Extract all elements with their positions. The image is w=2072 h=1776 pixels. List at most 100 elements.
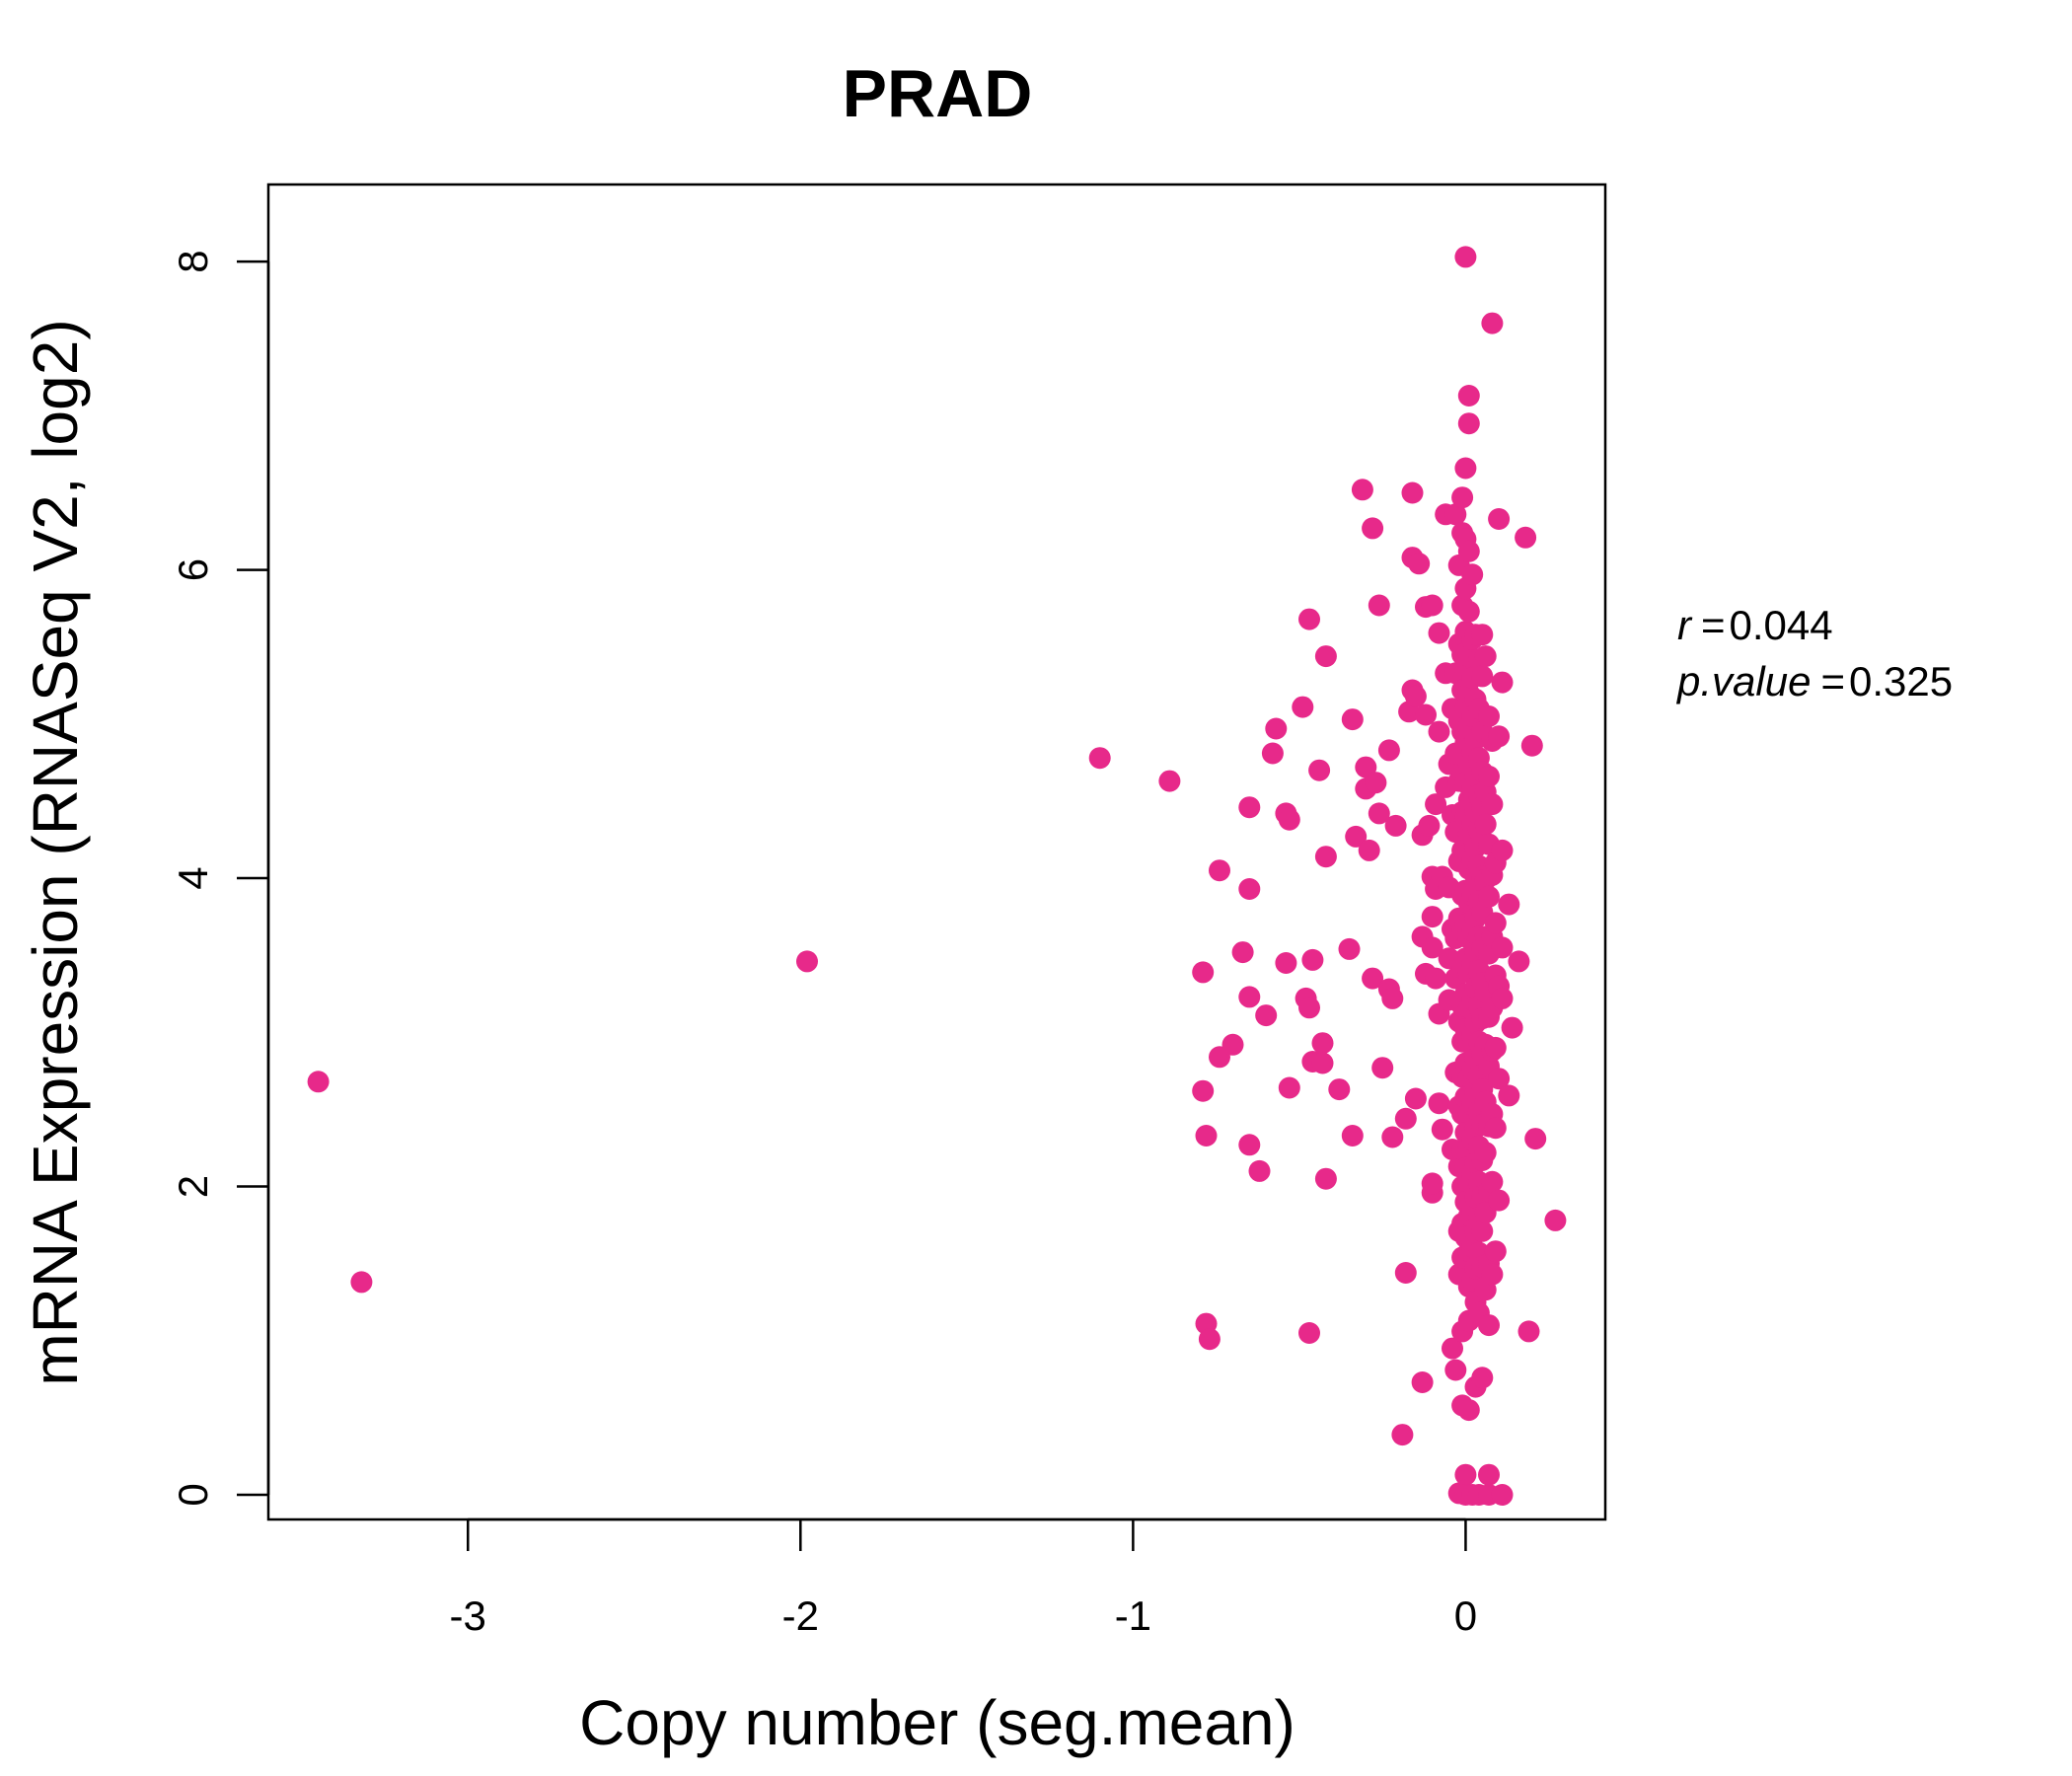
data-point [1484, 1240, 1507, 1263]
data-point [1221, 1033, 1244, 1056]
data-point [1428, 720, 1450, 743]
data-point [1474, 645, 1497, 668]
data-point [1238, 796, 1261, 819]
data-point [1275, 952, 1297, 974]
data-point [1314, 645, 1337, 668]
data-point [1362, 517, 1384, 540]
data-point [1311, 1032, 1334, 1055]
data-point [1508, 950, 1530, 973]
x-tick-label: -3 [450, 1592, 486, 1639]
data-point [1311, 1052, 1334, 1074]
r-label: r [1677, 602, 1693, 648]
data-point [1481, 793, 1504, 816]
data-point [1471, 1220, 1494, 1242]
data-point [1425, 793, 1447, 816]
data-point [1491, 987, 1514, 1009]
data-point [1515, 526, 1537, 549]
data-point [1471, 665, 1494, 688]
data-point [1238, 986, 1261, 1008]
data-point [1298, 608, 1320, 630]
y-tick-label: 4 [170, 866, 216, 889]
data-point [1088, 747, 1111, 770]
data-point [1265, 717, 1288, 740]
data-point [1384, 814, 1407, 837]
data-point [1444, 503, 1467, 526]
data-point [1362, 967, 1384, 990]
data-point [1498, 1084, 1520, 1107]
y-axis-label: mRNA Expression (RNASeq V2, log2) [20, 319, 91, 1385]
data-point [1481, 312, 1504, 334]
plot-frame [266, 183, 1607, 1521]
data-point [1501, 1016, 1523, 1039]
data-point [1488, 1189, 1511, 1212]
data-point [1478, 765, 1500, 787]
r-value: 0.044 [1730, 602, 1833, 648]
data-point [1454, 246, 1477, 268]
data-point [1454, 1463, 1477, 1486]
data-point [1488, 1068, 1511, 1090]
data-point [1404, 685, 1427, 707]
data-point [1491, 936, 1514, 959]
x-tick-label: -2 [782, 1592, 819, 1639]
data-point [1478, 1314, 1500, 1337]
data-point [1192, 1079, 1215, 1102]
data-point [1517, 1320, 1540, 1343]
data-points [307, 246, 1567, 1506]
data-point [1238, 1134, 1261, 1156]
data-point [1484, 912, 1507, 934]
data-point [307, 1071, 330, 1093]
data-point [1198, 1328, 1221, 1351]
data-point [1298, 1322, 1320, 1344]
data-point [1421, 1172, 1443, 1195]
data-point [1457, 600, 1480, 623]
data-point [1418, 814, 1441, 837]
data-point [1428, 1092, 1450, 1115]
y-tick-label: 8 [170, 250, 216, 272]
data-point [1192, 961, 1215, 984]
data-point [1481, 1170, 1504, 1193]
data-point [1308, 759, 1331, 781]
y-axis: 0 2 4 6 8 [170, 250, 270, 1507]
data-point [1421, 936, 1443, 959]
data-point [1278, 808, 1300, 831]
data-point [1411, 1371, 1434, 1393]
data-point [1488, 725, 1511, 748]
y-tick-label: 6 [170, 558, 216, 581]
data-point [1404, 1087, 1427, 1110]
data-point [1474, 1142, 1497, 1164]
data-point [1278, 1076, 1300, 1099]
data-point [1471, 1367, 1494, 1389]
data-point [1368, 594, 1390, 617]
data-point [1478, 1463, 1500, 1486]
p-label: p.value [1675, 658, 1811, 704]
x-axis-label: Copy number (seg.mean) [579, 1687, 1295, 1758]
data-point [1478, 705, 1500, 727]
data-point [1481, 1263, 1504, 1286]
data-point [1341, 708, 1364, 731]
data-point [1371, 1057, 1394, 1079]
data-point [1444, 1359, 1467, 1381]
p-value: 0.325 [1849, 658, 1953, 704]
data-point [1345, 825, 1368, 848]
data-point [1401, 481, 1424, 504]
data-point [1484, 1036, 1507, 1059]
data-point [1491, 1484, 1514, 1506]
data-point [1457, 540, 1480, 562]
data-point [1498, 893, 1520, 916]
data-point [1314, 846, 1337, 868]
data-point [1451, 486, 1474, 509]
data-point [1195, 1125, 1218, 1147]
data-point [1431, 1118, 1453, 1141]
data-point [1338, 937, 1361, 960]
data-point [1292, 696, 1314, 718]
y-tick-label: 0 [170, 1483, 216, 1506]
data-point [1368, 802, 1390, 825]
data-point [1491, 671, 1514, 694]
data-point [350, 1271, 373, 1294]
data-point [1377, 739, 1400, 762]
data-point [1358, 839, 1380, 861]
data-point [1471, 624, 1494, 646]
svg-text:r=0.044: r =0.044 [1677, 602, 1833, 648]
data-point [1454, 457, 1477, 480]
